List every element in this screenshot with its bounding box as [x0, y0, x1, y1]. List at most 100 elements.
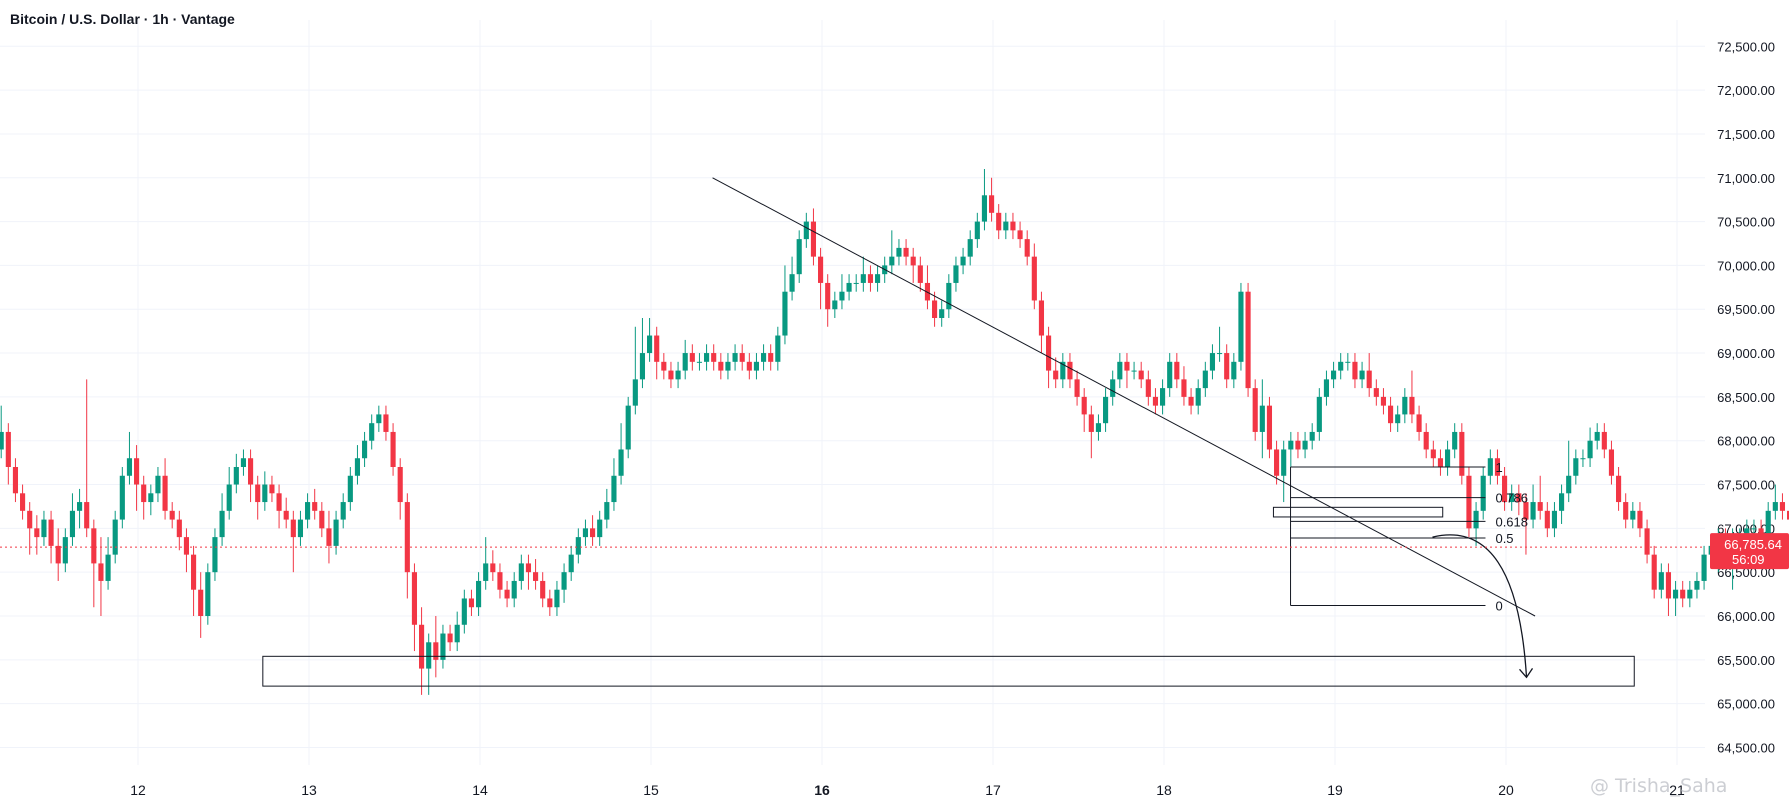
- candle-body: [1402, 396, 1408, 415]
- candle-body: [490, 563, 496, 573]
- candle-body: [860, 274, 866, 283]
- candle-body: [775, 335, 781, 362]
- candle-body: [1487, 458, 1493, 476]
- candle-body: [582, 528, 589, 538]
- candle-body: [1573, 458, 1579, 476]
- candle-body: [383, 414, 389, 432]
- candle-body: [126, 458, 133, 476]
- candle-body: [1373, 388, 1379, 397]
- y-tick-label: 70,500.00: [1717, 215, 1775, 230]
- candle-body: [1537, 502, 1543, 511]
- candle-body: [1459, 431, 1465, 476]
- candle-body: [262, 484, 268, 503]
- candle-body: [255, 484, 261, 503]
- candle-body: [839, 291, 845, 301]
- candle-body: [1095, 423, 1102, 432]
- candle-body: [1224, 353, 1230, 380]
- x-tick-label: 16: [814, 782, 830, 798]
- candle-body: [917, 265, 923, 283]
- candle-body: [27, 510, 33, 529]
- candle-body: [312, 502, 318, 511]
- candle-body: [1117, 361, 1123, 380]
- candle-body: [1174, 361, 1180, 380]
- candle-body: [725, 361, 731, 371]
- candle-body: [1466, 475, 1472, 529]
- candle-body: [1181, 379, 1187, 397]
- candle-body: [69, 510, 76, 538]
- candle-body: [504, 589, 510, 599]
- candle-body: [540, 580, 546, 599]
- candle-body: [433, 642, 439, 660]
- candle-body: [967, 239, 973, 257]
- candle-body: [1502, 475, 1508, 503]
- support-zone-box: [262, 655, 1635, 687]
- candle-body: [1601, 431, 1607, 450]
- candle-body: [910, 256, 916, 266]
- candle-body: [1103, 396, 1109, 424]
- candle-body: [761, 353, 767, 362]
- candle-body: [1259, 405, 1265, 432]
- candle-body: [240, 458, 247, 467]
- candle-body: [625, 405, 631, 450]
- trendline: [712, 177, 1536, 617]
- candle-body: [48, 519, 54, 546]
- y-tick-label: 67,500.00: [1717, 478, 1775, 493]
- candle-body: [1245, 291, 1251, 389]
- candle-body: [796, 239, 802, 275]
- candle-body: [1694, 580, 1700, 590]
- candle-body: [575, 537, 581, 555]
- y-tick-label: 68,000.00: [1717, 434, 1775, 449]
- candle-body: [347, 475, 353, 503]
- candle-body: [739, 353, 745, 362]
- candle-body: [675, 370, 681, 380]
- candle-body: [1473, 510, 1479, 529]
- candle-body: [1751, 528, 1757, 530]
- candle-body: [205, 572, 211, 616]
- candle-body: [105, 554, 111, 581]
- candle-body: [169, 510, 175, 520]
- candle-body: [397, 467, 403, 503]
- candle-body: [419, 624, 425, 669]
- fib-level-label: 0.618: [1495, 514, 1528, 529]
- candle-body: [1003, 221, 1009, 231]
- candle-body: [789, 274, 795, 292]
- candle-body: [411, 572, 418, 625]
- candle-body: [803, 221, 809, 240]
- candle-body: [447, 633, 453, 643]
- y-tick-label: 72,500.00: [1717, 39, 1775, 54]
- candle-body: [511, 580, 517, 599]
- candle-body: [1430, 449, 1436, 459]
- candle-body: [20, 493, 26, 511]
- candle-body: [483, 563, 489, 581]
- candle-body: [875, 274, 881, 283]
- y-tick-label: 70,000.00: [1717, 258, 1775, 273]
- candle-body: [1765, 510, 1771, 538]
- candle-body: [974, 221, 980, 240]
- candle-body: [426, 642, 432, 669]
- candle-body: [1067, 361, 1073, 380]
- projection-curve: [1432, 534, 1528, 678]
- candle-body: [1366, 370, 1372, 389]
- candle-body: [1530, 502, 1536, 520]
- candle-body: [1437, 458, 1444, 467]
- candle-body: [1523, 502, 1529, 520]
- candle-body: [818, 256, 824, 283]
- candle-body: [1188, 396, 1194, 406]
- x-tick-label: 21: [1669, 782, 1685, 798]
- candle-body: [1665, 572, 1672, 599]
- fib-level-label: 0: [1495, 598, 1502, 613]
- candle-body: [1395, 414, 1401, 424]
- candle-body: [1559, 493, 1565, 511]
- candle-body: [55, 545, 61, 564]
- candle-body: [525, 563, 532, 573]
- candle-body: [290, 519, 296, 538]
- candle-body: [1352, 361, 1358, 380]
- candle-body: [183, 537, 190, 555]
- candle-body: [1160, 388, 1166, 406]
- candle-body: [682, 353, 688, 371]
- candle-body: [276, 493, 282, 511]
- x-tick-label: 20: [1498, 782, 1514, 798]
- candle-body: [618, 449, 624, 476]
- candle-body: [162, 475, 168, 511]
